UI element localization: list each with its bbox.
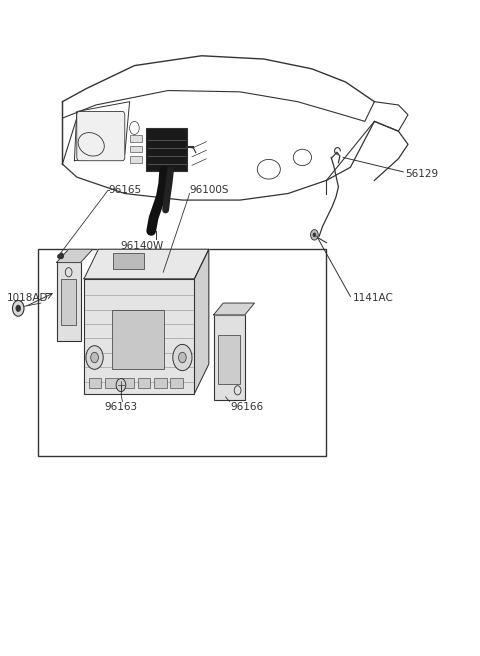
- Circle shape: [60, 253, 63, 258]
- Text: 1018AD: 1018AD: [7, 293, 48, 304]
- Text: 96166: 96166: [230, 401, 264, 412]
- Bar: [130, 146, 142, 152]
- Bar: [170, 378, 183, 388]
- Bar: [112, 310, 164, 369]
- Text: 96165: 96165: [108, 185, 141, 195]
- Bar: [84, 279, 194, 394]
- Bar: [105, 378, 118, 388]
- Bar: [113, 253, 144, 269]
- Text: 96163: 96163: [105, 401, 138, 412]
- Bar: [146, 128, 187, 171]
- Bar: [89, 378, 101, 388]
- Text: 96100S: 96100S: [190, 185, 229, 195]
- Circle shape: [173, 344, 192, 371]
- Bar: [130, 156, 142, 163]
- Bar: [121, 378, 134, 388]
- Circle shape: [179, 352, 186, 363]
- Polygon shape: [57, 249, 93, 262]
- Text: 56129: 56129: [406, 169, 439, 179]
- Polygon shape: [84, 249, 209, 279]
- Bar: [218, 335, 240, 384]
- Text: 96140W: 96140W: [120, 241, 163, 251]
- Bar: [61, 279, 76, 325]
- Bar: [57, 262, 81, 341]
- Bar: [130, 135, 142, 142]
- Bar: [138, 378, 150, 388]
- Circle shape: [116, 379, 126, 392]
- Polygon shape: [194, 249, 209, 394]
- Circle shape: [86, 346, 103, 369]
- Text: 1141AC: 1141AC: [353, 293, 394, 304]
- FancyBboxPatch shape: [77, 112, 125, 161]
- Circle shape: [91, 352, 98, 363]
- Bar: [154, 378, 167, 388]
- Bar: [214, 315, 245, 400]
- Bar: [38, 249, 326, 456]
- Circle shape: [313, 233, 316, 237]
- Circle shape: [16, 305, 21, 312]
- Polygon shape: [214, 303, 254, 315]
- Circle shape: [12, 300, 24, 316]
- Circle shape: [311, 230, 318, 240]
